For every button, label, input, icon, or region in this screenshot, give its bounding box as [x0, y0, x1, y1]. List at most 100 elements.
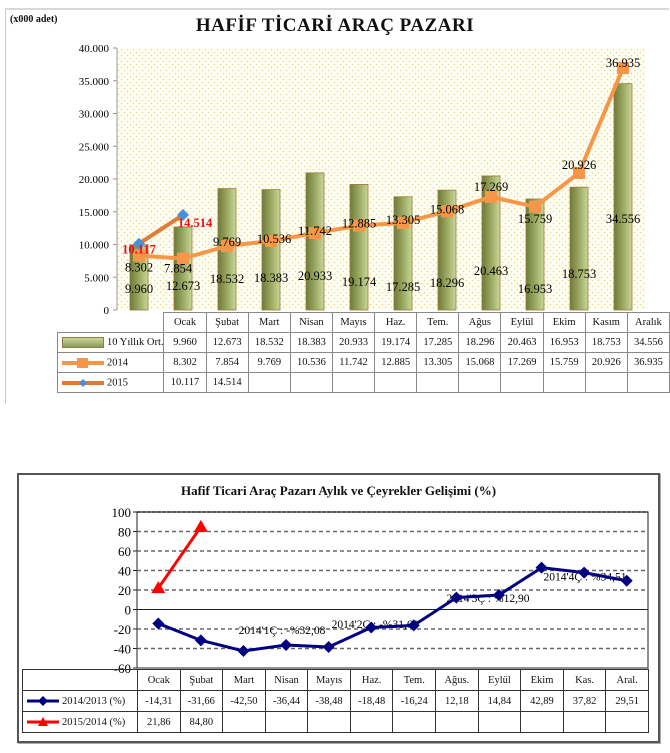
table-cell: [477, 711, 522, 733]
marker-2014: [353, 219, 365, 232]
marker-2014-2013: [322, 641, 335, 654]
line-2014: [138, 67, 625, 261]
line-2015-data-label: 10.117: [122, 243, 156, 257]
legend-swatch-bar: [62, 337, 104, 349]
chart-title: HAFİF TİCARİ ARAÇ PAZARI: [195, 15, 475, 36]
table-cell: -38,48: [307, 690, 351, 712]
table-cell: [392, 711, 437, 733]
table-cell: [562, 711, 607, 733]
legend-entry: 2015/2014 (%): [22, 711, 138, 733]
bar-data-label: 12.673: [166, 279, 200, 293]
table-cell: 10.117: [163, 372, 207, 393]
table-cell: -31,66: [179, 690, 224, 712]
table-cell: 21,86: [137, 711, 181, 733]
marker-2014-2013: [620, 574, 633, 587]
line-2014-data-label: 20.926: [562, 158, 596, 172]
table-cell: -16,24: [392, 690, 437, 712]
table-cell: 84,80: [179, 711, 224, 733]
line-2014-data-label: 15.068: [430, 202, 464, 216]
bottom-chart-frame: [17, 473, 660, 743]
table-cell: 37,82: [562, 690, 607, 712]
table-cell: -18,48: [349, 690, 394, 712]
category-header: Tem.: [392, 669, 437, 691]
bar-data-label: 9.960: [125, 282, 153, 296]
y-tick-label: 100: [112, 505, 132, 520]
line-2014-data-label: 11.742: [298, 224, 332, 238]
plot-area: [117, 48, 645, 310]
line-2014-data-label: 36.935: [606, 56, 640, 70]
legend-entry: 2014/2013 (%): [22, 690, 138, 712]
category-header: Aral.: [605, 669, 649, 691]
bar-10-yillik: [305, 172, 325, 311]
legend-swatch-2015-2014: [27, 717, 59, 727]
top-chart-frame: [5, 8, 669, 404]
table-header-row: Ocak Şubat Mart Nisan Mayıs Haz. Tem. Ağus. Eylü…: [22, 669, 649, 691]
category-header: Ağus.: [435, 669, 479, 691]
top-data-table: Ocak Şubat Mart Nisan Mayıs Haz. Tem. Ağus Eylül…: [56, 312, 670, 393]
marker-2014: [309, 227, 321, 240]
table-cell: -36,44: [264, 690, 309, 712]
bar-data-label: 18.532: [210, 272, 244, 286]
line-2015-data-label: 14.514: [178, 216, 213, 230]
bar-data-label: 19.174: [342, 275, 377, 289]
marker-2014: [529, 200, 541, 213]
quarter-annotation: 2014'1Ç : -%32,08: [239, 625, 326, 637]
category-header: Nisan: [264, 669, 309, 691]
table-header-row: Ocak Şubat Mart Nisan Mayıs Haz. Tem. Ağus Eylül…: [58, 312, 670, 333]
marker-2014-2013: [535, 561, 548, 574]
table-cell: 14,84: [477, 690, 522, 712]
category-header: Şubat: [179, 669, 224, 691]
line-2014-data-label: 17.269: [474, 180, 508, 194]
y-tick-label: 15.000: [79, 207, 110, 219]
bar-data-label: 16.953: [518, 282, 552, 296]
table-cell: [222, 711, 266, 733]
line-2014-data-label: 12.885: [342, 217, 376, 231]
bar-data-label: 18.753: [562, 267, 596, 281]
y-tick-label: 30.000: [79, 109, 110, 121]
y-tick-label: 10.000: [79, 240, 110, 252]
marker-2014: [485, 190, 497, 203]
legend-label: 2014/2013 (%): [62, 695, 126, 707]
category-header: Mayıs: [307, 669, 351, 691]
category-header: Kas.: [562, 669, 607, 691]
bar-10-yillik: [481, 175, 501, 311]
y-tick-label: 60: [118, 544, 131, 559]
marker-2014: [617, 62, 629, 75]
legend-label: 2015: [107, 376, 128, 388]
table-cell: 12,18: [435, 690, 479, 712]
bar-data-label: 18.296: [430, 276, 464, 290]
table-cell: [349, 711, 394, 733]
legend-label: 2014: [107, 356, 128, 368]
table-cell: [605, 711, 649, 733]
marker-2014: [397, 216, 409, 229]
bar-10-yillik: [173, 226, 193, 311]
marker-2014: [573, 166, 585, 179]
table-cell: [435, 711, 479, 733]
y-tick-label: -40: [114, 642, 131, 657]
y-tick-label: 25.000: [79, 141, 110, 153]
legend-entry: 2014: [56, 352, 165, 373]
marker-2014-2013: [194, 634, 207, 647]
table-corner: [22, 669, 138, 691]
line-2014-2013: [157, 566, 627, 653]
bar-10-yillik: [613, 83, 633, 311]
y-tick-label: 40.000: [79, 43, 110, 55]
legend-swatch-2015: [62, 378, 104, 387]
line-2014-data-label: 13.305: [386, 213, 420, 227]
table-row: 2014/2013 (%) -14,31 -31,66 -42,50 -36,44 -38…: [22, 690, 649, 712]
y-tick-label: 40: [118, 564, 131, 579]
bar-10-yillik: [261, 189, 281, 311]
y-tick-label: 0: [125, 603, 132, 618]
table-cell: [264, 711, 309, 733]
bar-data-label: 17.285: [386, 280, 420, 294]
y-tick-label: 35.000: [79, 76, 110, 88]
marker-2014-2013: [450, 591, 463, 604]
marker-2014-2013: [280, 639, 293, 652]
y-tick-label: 5.000: [84, 272, 109, 284]
bar-10-yillik: [569, 186, 589, 311]
table-cell: 42,89: [520, 690, 564, 712]
bar-10-yillik: [437, 189, 457, 311]
legend-label: 2015/2014 (%): [62, 716, 126, 728]
marker-2015: [133, 237, 145, 250]
